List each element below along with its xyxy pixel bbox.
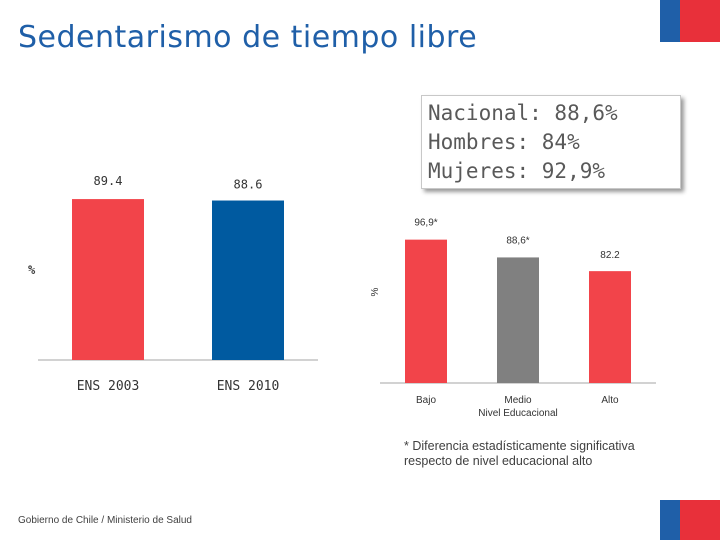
footnote: * Diferencia estadísticamente significat… — [404, 439, 635, 469]
slide-title: Sedentarismo de tiempo libre — [18, 20, 478, 55]
x-tick-label: ENS 2010 — [217, 379, 280, 394]
chile-flag-stripe-icon — [660, 500, 720, 540]
y-axis-label: % — [370, 287, 381, 296]
bar — [405, 239, 447, 383]
footer-credit: Gobierno de Chile / Ministerio de Salud — [18, 515, 192, 526]
chile-flag-stripe-icon — [660, 0, 720, 42]
data-label: 89.4 — [94, 174, 123, 188]
chart-education-level: % 96,9* Bajo 88,6* Medio 82.2 Alto Nivel Educac… — [370, 218, 656, 419]
flag-red-stripe — [680, 0, 720, 42]
bar — [212, 200, 284, 360]
summary-line-women: Mujeres: 92,9% — [428, 159, 606, 183]
summary-line-national: Nacional: 88,6% — [428, 101, 618, 125]
chart-ens-comparison: % 89.4 ENS 2003 88.6 ENS 2010 — [28, 174, 318, 394]
data-label: 88.6 — [234, 178, 263, 192]
data-label: 96,9* — [414, 218, 437, 229]
data-label: 88,6* — [506, 235, 529, 246]
x-tick-label: Alto — [601, 395, 619, 406]
footnote-line-1: * Diferencia estadísticamente significat… — [404, 439, 635, 453]
summary-box: Nacional: 88,6% Hombres: 84% Mujeres: 92… — [421, 95, 681, 189]
x-tick-label: Bajo — [416, 395, 436, 406]
data-label: 82.2 — [600, 250, 620, 261]
bar — [589, 271, 631, 383]
x-axis-title: Nivel Educacional — [478, 408, 558, 419]
summary-line-men: Hombres: 84% — [428, 130, 580, 154]
y-axis-label: % — [28, 263, 36, 277]
x-tick-label: Medio — [504, 395, 532, 406]
flag-blue-stripe — [660, 500, 680, 540]
flag-red-stripe — [680, 500, 720, 540]
x-tick-label: ENS 2003 — [77, 379, 140, 394]
footnote-line-2: respecto de nivel educacional alto — [404, 454, 593, 468]
bar — [72, 199, 144, 360]
flag-blue-stripe — [660, 0, 680, 42]
bar — [497, 257, 539, 383]
